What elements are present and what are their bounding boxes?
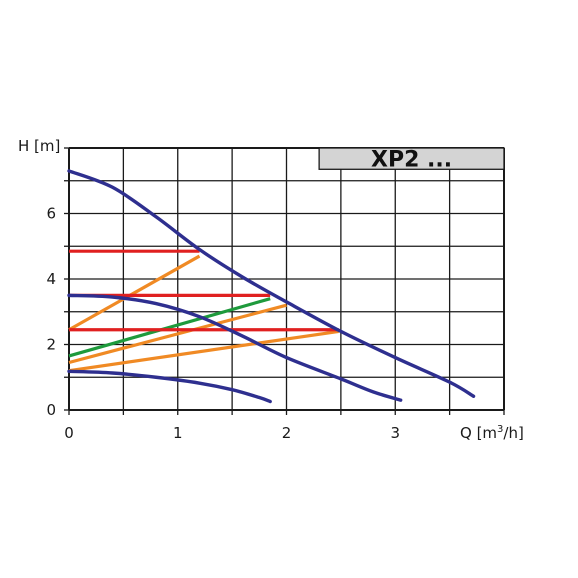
tick-labels: 0 1 2 3 0 2 4 6: [46, 205, 400, 443]
series-line-pump-curve: [67, 369, 272, 404]
series-line-proportional-pressure: [68, 329, 339, 373]
x-tick-label: 2: [282, 424, 292, 442]
series-line-proportional-pressure: [68, 254, 201, 332]
x-axis-label-prefix: Q [m: [460, 424, 497, 442]
y-tick-label: 0: [46, 401, 56, 419]
x-axis-label-suffix: /h]: [503, 424, 523, 442]
chart-title: XP2 ...: [371, 148, 452, 173]
y-axis-label: H [m]: [18, 137, 60, 155]
y-tick-label: 2: [46, 336, 56, 354]
x-tick-label: 0: [64, 424, 74, 442]
series-line-pump-curve: [67, 169, 476, 398]
series-line-pump-curve: [67, 293, 403, 402]
y-tick-label: 4: [46, 270, 56, 288]
series-line-proportional-pressure: [68, 303, 287, 365]
series: [67, 169, 476, 404]
x-tick-label: 1: [173, 424, 183, 442]
y-tick-label: 6: [46, 205, 56, 223]
x-axis-label-superscript: 3: [497, 424, 503, 435]
title-box: [318, 147, 505, 170]
series-line-auto-curve: [68, 297, 271, 358]
x-axis-label: Q [m3/h]: [460, 424, 524, 442]
x-tick-label: 3: [390, 424, 400, 442]
